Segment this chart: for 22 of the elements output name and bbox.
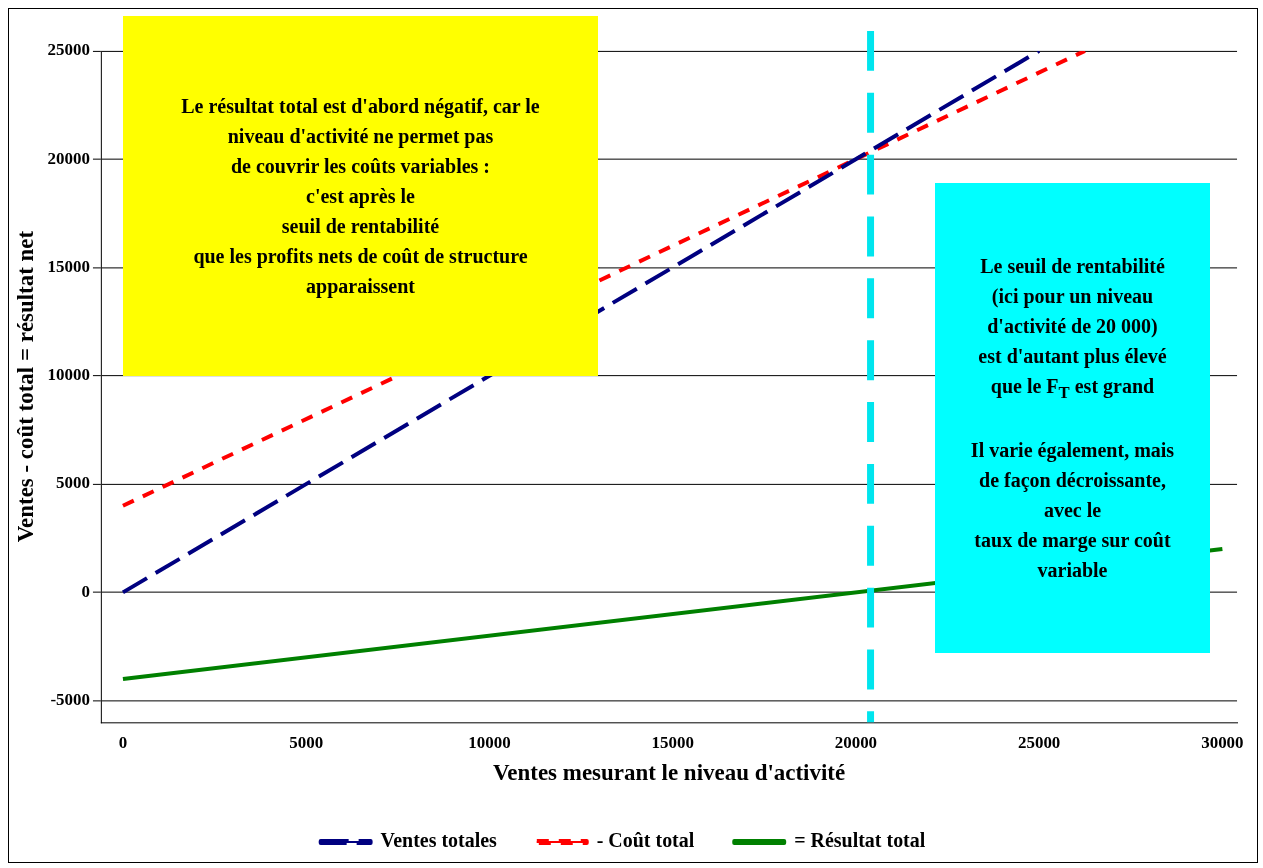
x-tick-label: 10000 (468, 732, 511, 752)
x-tick-label: 30000 (1201, 732, 1244, 752)
x-tick-label: 5000 (289, 732, 324, 752)
y-tick-label: -5000 (50, 690, 90, 710)
y-tick-label: 20000 (47, 148, 90, 168)
text-box: Le seuil de rentabilité (ici pour un niveau d'activité de 20 000) est d'autant plus élevé que le F$_{T}$ est grand Il varie également, mais de façon décroissante, avec le taux de marge sur coût variable (935, 183, 1210, 653)
annotation: Le résultat total est d'abord négatif, car le niveau d'activité ne permet pas de couvrir les coûts variables : c'est après le seuil de rentabilité que les profits nets de coût de structure apparaissent (181, 94, 540, 300)
legend-label: - Coût total (596, 829, 695, 852)
y-tick-label: 25000 (47, 40, 90, 60)
x-tick-label: 20000 (834, 732, 878, 752)
legend-label: = Résultat total (794, 829, 926, 852)
x-axis-title: Ventes mesurant le niveau d'activité (492, 760, 846, 786)
legend-label: Ventes totales (380, 829, 498, 852)
y-tick-label: 15000 (47, 256, 90, 276)
text-box: Le résultat total est d'abord négatif, car le niveau d'activité ne permet pas de couvrir les coûts variables : c'est après le seuil de rentabilité que les profits nets de coût de structure apparaissent (123, 16, 598, 376)
y-tick-label: 0 (81, 581, 90, 601)
y-tick-label: 5000 (56, 473, 90, 493)
x-tick-label: 25000 (1017, 732, 1061, 752)
x-tick-label: 15000 (651, 732, 694, 752)
y-tick-label: 10000 (47, 365, 90, 385)
y-axis-title: Ventes - coût total = résultat net (12, 230, 38, 543)
x-tick-label: 0 (118, 732, 128, 752)
